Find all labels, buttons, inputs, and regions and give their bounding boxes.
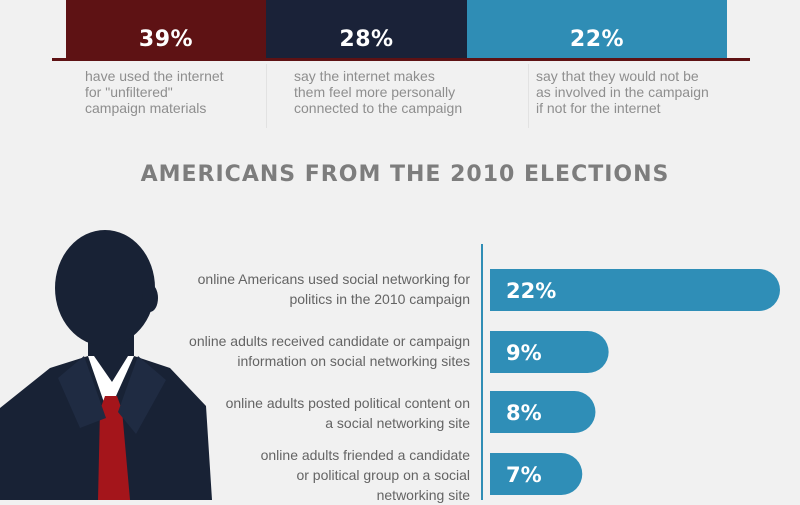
category-line: politics in the 2010 campaign (289, 291, 470, 307)
category-line: networking site (376, 487, 470, 503)
bar-category-label: online Americans used social networking … (130, 269, 470, 309)
category-line: or political group on a social (296, 467, 470, 483)
stat-box-unfiltered: 39% (66, 0, 266, 58)
category-line: online adults posted political content o… (225, 395, 470, 411)
stat-description-connected: say the internet makes them feel more pe… (294, 68, 462, 116)
description-line: connected to the campaign (294, 100, 463, 116)
description-line: if not for the internet (536, 100, 661, 116)
bar-value-label: 9% (506, 341, 542, 365)
description-line: say that they would not be (536, 68, 699, 84)
category-line: information on social networking sites (237, 353, 470, 369)
category-line: online adults received candidate or camp… (189, 333, 470, 349)
stat-description-involved: say that they would not be as involved i… (536, 68, 709, 116)
description-line: have used the internet (85, 68, 224, 84)
description-line: say the internet makes (294, 68, 435, 84)
businessman-silhouette-icon (0, 230, 212, 500)
bar-category-label: online adults friended a candidate or po… (130, 445, 470, 505)
description-line: as involved in the campaign (536, 84, 709, 100)
bar-category-label: online adults posted political content o… (130, 393, 470, 433)
description-line: campaign materials (85, 100, 207, 116)
chart-axis-line (481, 244, 483, 500)
bar-4 (490, 453, 583, 495)
bar-value-label: 8% (506, 401, 542, 425)
bar-value-label: 22% (506, 279, 556, 303)
stat-description-unfiltered: have used the internet for "unfiltered" … (85, 68, 224, 116)
column-divider (528, 64, 529, 128)
category-line: online adults friended a candidate (260, 447, 470, 463)
category-line: online Americans used social networking … (197, 271, 470, 287)
stat-value-involved: 22% (569, 26, 625, 52)
stat-box-involved: 22% (467, 0, 727, 58)
description-line: them feel more personally (294, 84, 456, 100)
top-divider-rule (52, 58, 750, 61)
section-title: AMERICANS FROM THE 2010 ELECTIONS (140, 162, 670, 187)
top-stats-section: 39% 28% 22% have used the internet for "… (0, 0, 800, 140)
bar-category-label: online adults received candidate or camp… (130, 331, 470, 371)
stat-value-unfiltered: 39% (138, 26, 194, 52)
column-divider (266, 64, 267, 128)
bar-value-label: 7% (506, 463, 542, 487)
description-line: for "unfiltered" (85, 84, 173, 100)
stat-value-connected: 28% (339, 26, 394, 52)
stat-box-connected: 28% (266, 0, 467, 58)
category-line: a social networking site (325, 415, 470, 431)
bar-1 (490, 269, 780, 311)
bar-2 (490, 331, 609, 373)
bar-3 (490, 391, 596, 433)
